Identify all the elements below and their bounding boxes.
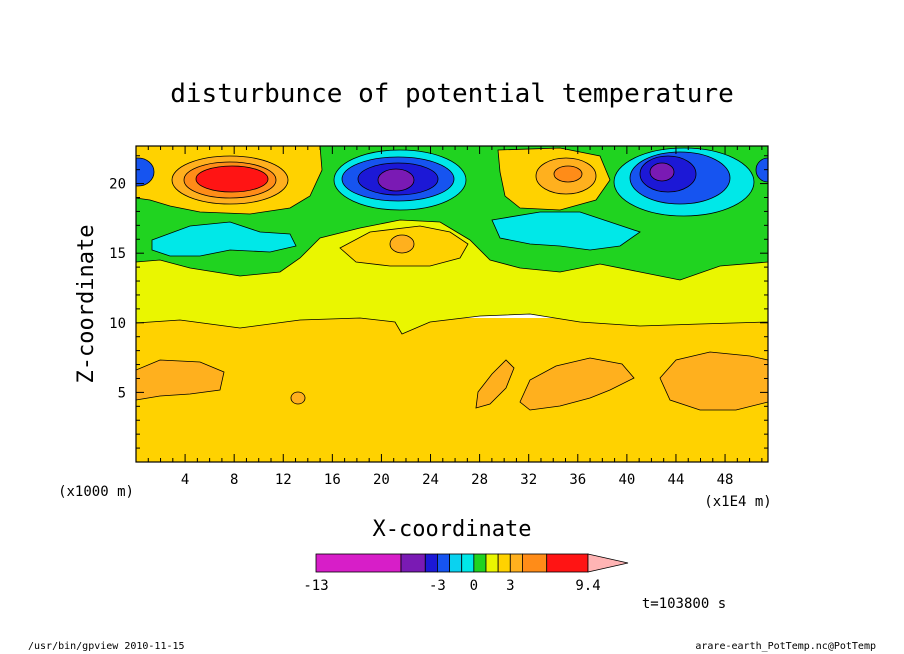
- x-tick-label: 32: [520, 472, 537, 488]
- footer-right: arare-earth_PotTemp.nc@PotTemp: [695, 641, 876, 652]
- left-edge-cold: [136, 157, 155, 187]
- footer-left: /usr/bin/gpview 2010-11-15: [28, 641, 185, 652]
- colorbar-tick-label: -13: [303, 578, 328, 594]
- x-tick-label: 40: [618, 472, 635, 488]
- warm-bubble-core: [389, 234, 415, 254]
- y-tick-label: 5: [118, 385, 126, 401]
- colorbar-segment: [485, 553, 499, 573]
- x-axis-label: X-coordinate: [373, 517, 532, 542]
- x-tick-label: 28: [471, 472, 488, 488]
- colorbar-tick-label: 3: [506, 578, 514, 594]
- plot-frame: [135, 145, 769, 463]
- colorbar-segment: [522, 553, 548, 573]
- colorbar-segment: [424, 553, 438, 573]
- x-tick-label: 44: [668, 472, 685, 488]
- colorbar-overflow-arrow: [587, 553, 629, 573]
- x-tick-label: 12: [275, 472, 292, 488]
- x-axis-ticks: 4 8 12 16 20 24 28 32 36 40 44 48: [147, 146, 763, 488]
- colorbar-segment: [437, 553, 450, 573]
- y-axis-label: Z-coordinate: [74, 225, 99, 384]
- warm-cell-1-max: [195, 165, 269, 193]
- cold-cell-2-min: [649, 162, 675, 182]
- cyan-band-left: [151, 221, 297, 257]
- colorbar-segment: [546, 553, 589, 573]
- x-tick-label: 8: [230, 472, 238, 488]
- right-edge-cold: [755, 157, 768, 183]
- colorbar-segment: [473, 553, 487, 573]
- x-tick-label: 48: [717, 472, 734, 488]
- y-tick-label: 15: [109, 246, 126, 262]
- low-warm-mid: [475, 359, 515, 409]
- low-warm-dot: [290, 391, 306, 405]
- y-tick-label: 20: [109, 177, 126, 193]
- low-warm-right: [519, 357, 635, 411]
- low-warm-left: [136, 359, 225, 401]
- colorbar-segment: [315, 553, 402, 573]
- colorbar-segment: [449, 553, 463, 573]
- field-lower-band: [136, 318, 768, 462]
- cyan-band-right: [491, 211, 641, 251]
- x-tick-label: 36: [569, 472, 586, 488]
- cold-cell-1-min: [377, 168, 415, 192]
- colorbar-labels: -13 -3 0 3 9.4: [303, 578, 600, 594]
- colorbar-tick-label: -3: [429, 578, 446, 594]
- warm-cell-2-max: [553, 165, 583, 183]
- colorbar-segment: [461, 553, 475, 573]
- y-axis-ticks: 5 10 15 20: [109, 155, 768, 449]
- x-tick-label: 4: [181, 472, 189, 488]
- time-label: t=103800 s: [642, 596, 726, 612]
- colorbar-segment: [497, 553, 511, 573]
- x-tick-label: 24: [422, 472, 439, 488]
- x-tick-label: 16: [324, 472, 341, 488]
- colorbar-segment: [509, 553, 523, 573]
- colorbar-segment: [400, 553, 426, 573]
- colorbar-tick-label: 0: [470, 578, 478, 594]
- plot-area: [136, 146, 768, 462]
- low-warm-far-right: [659, 351, 768, 411]
- x-tick-label: 20: [373, 472, 390, 488]
- x-unit-note: (x1E4 m): [704, 494, 771, 510]
- y-unit-note: (x1000 m): [58, 484, 134, 500]
- colorbar-tick-label: 9.4: [575, 578, 600, 594]
- chart-title: disturbunce of potential temperature: [170, 79, 734, 109]
- y-tick-label: 10: [109, 316, 126, 332]
- colorbar: [315, 553, 629, 573]
